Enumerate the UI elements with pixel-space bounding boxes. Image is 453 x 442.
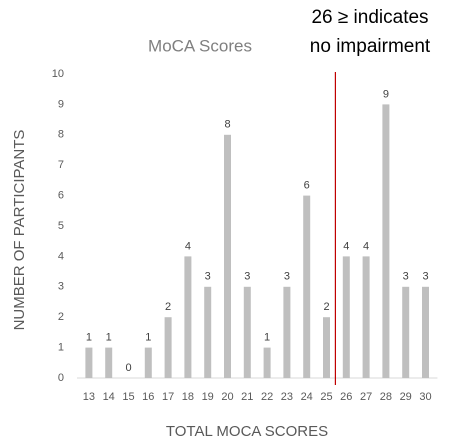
bar	[105, 347, 113, 378]
x-tick-label: 24	[301, 391, 313, 403]
x-tick-label: 19	[202, 391, 214, 403]
x-tick-label: 28	[380, 391, 392, 403]
y-tick-label: 4	[58, 250, 64, 262]
data-label: 2	[165, 301, 171, 313]
y-tick-label: 0	[58, 372, 64, 384]
y-tick-label: 6	[58, 190, 64, 202]
x-tick-label: 26	[340, 391, 352, 403]
data-label: 1	[86, 332, 92, 344]
bar	[303, 195, 311, 378]
bar	[263, 347, 271, 378]
data-label: 3	[244, 271, 250, 283]
bar	[224, 134, 231, 378]
bar	[204, 286, 212, 378]
x-axis-title: TOTAL MOCA SCORES	[166, 423, 328, 440]
data-label: 6	[304, 180, 310, 192]
bar	[164, 317, 172, 378]
y-axis-title: NUMBER OF PARTICIPANTS	[11, 130, 28, 331]
x-tick-label: 22	[261, 391, 273, 403]
data-label: 8	[224, 119, 230, 131]
x-tick-label: 21	[241, 391, 253, 403]
data-label: 3	[205, 271, 211, 283]
data-label: 1	[145, 332, 151, 344]
bar	[323, 317, 330, 378]
y-tick-label: 10	[52, 68, 64, 80]
x-tick-label: 17	[162, 391, 174, 403]
x-tick-label: 30	[419, 391, 431, 403]
x-tick-label: 13	[83, 391, 95, 403]
bar	[382, 104, 390, 379]
bar	[342, 256, 350, 378]
data-label: 1	[264, 332, 270, 344]
y-tick-label: 2	[58, 311, 64, 323]
x-tick-label: 23	[281, 391, 293, 403]
data-label: 3	[403, 271, 409, 283]
annotation: 26 ≥ indicates	[311, 7, 428, 28]
data-label: 3	[284, 271, 290, 283]
x-tick-label: 25	[320, 391, 332, 403]
bar	[283, 286, 291, 378]
chart-title: MoCA Scores	[148, 36, 252, 55]
bar	[402, 286, 410, 378]
bar	[243, 286, 251, 378]
data-label: 4	[343, 240, 349, 252]
y-tick-label: 5	[58, 220, 64, 232]
bar	[85, 347, 93, 378]
data-label: 2	[323, 301, 329, 313]
data-label: 4	[185, 240, 191, 252]
y-tick-label: 1	[58, 342, 64, 354]
y-tick-label: 7	[58, 159, 64, 171]
x-tick-label: 16	[142, 391, 154, 403]
bar	[422, 286, 429, 378]
annotation: no impairment	[310, 36, 431, 57]
data-label: 1	[106, 332, 112, 344]
x-tick-label: 15	[122, 391, 134, 403]
bar	[362, 256, 370, 378]
data-label: 4	[363, 240, 369, 252]
x-tick-label: 27	[360, 391, 372, 403]
y-tick-label: 3	[58, 281, 64, 293]
y-tick-label: 9	[58, 98, 64, 110]
x-tick-label: 20	[221, 391, 233, 403]
data-label: 3	[422, 271, 428, 283]
x-tick-label: 18	[182, 391, 194, 403]
x-tick-label: 14	[103, 391, 115, 403]
x-tick-label: 29	[400, 391, 412, 403]
data-label: 9	[383, 88, 389, 100]
y-tick-label: 8	[58, 129, 64, 141]
bar	[144, 347, 152, 378]
bar	[184, 256, 192, 378]
data-label: 0	[125, 362, 131, 374]
